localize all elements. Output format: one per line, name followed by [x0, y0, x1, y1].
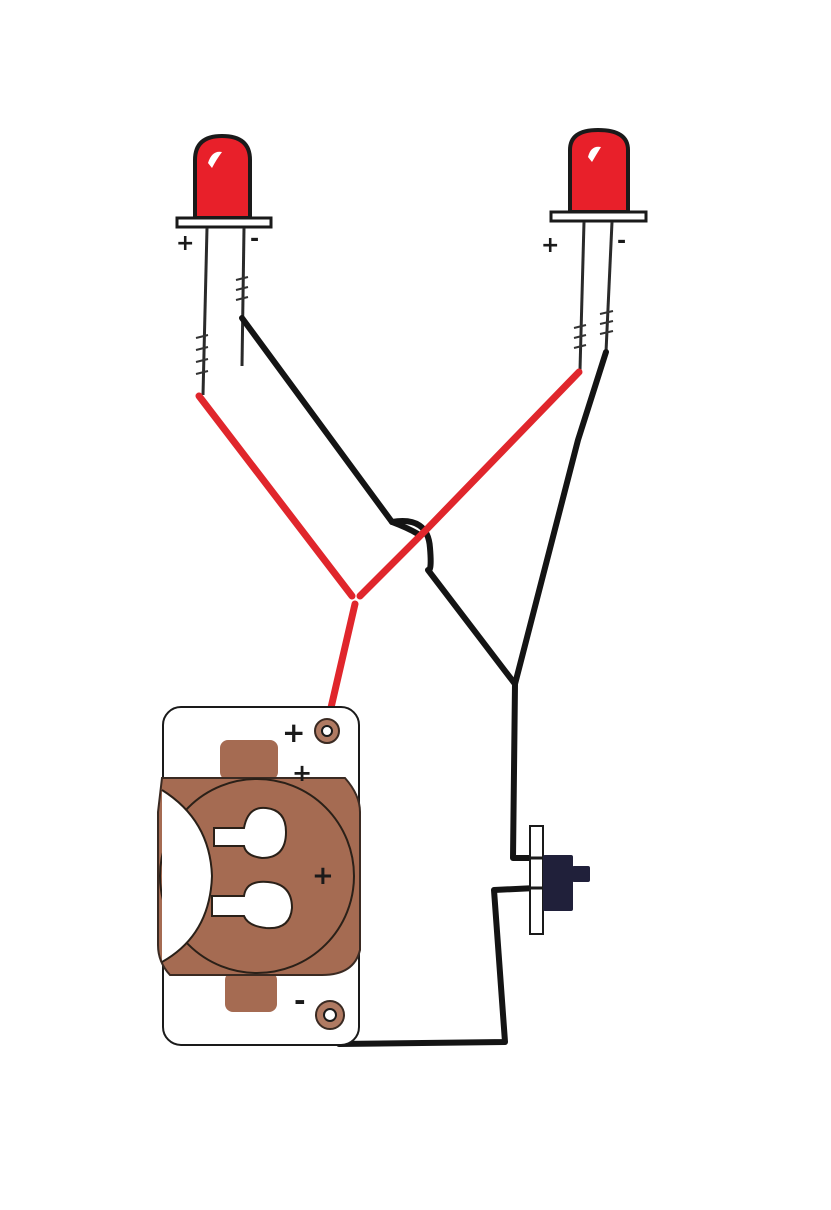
right-led-anode-leg [578, 221, 586, 371]
slide-switch-icon[interactable] [529, 825, 590, 935]
crossover-hop [389, 518, 518, 687]
left-led-plus-label: + [176, 231, 194, 256]
right-led-plus-label: + [541, 233, 559, 258]
coin-cell-cutout [161, 789, 214, 963]
switch-body [543, 855, 573, 911]
left-led-highlight [208, 151, 222, 168]
battery-holder: + + + - [157, 706, 361, 1046]
left-led: + - [175, 133, 273, 396]
left-led-cathode-leg-ticks [235, 276, 249, 301]
switch-frame [529, 825, 544, 935]
battery-plus-top-label: + [292, 759, 312, 787]
right-led-positive-wire [356, 368, 583, 600]
left-led-cathode-leg [240, 227, 246, 367]
left-led-dome [193, 133, 252, 220]
positive-wires [195, 368, 583, 716]
battery-holder-top-tab [220, 740, 278, 780]
right-led-negative-wire [512, 349, 609, 687]
lower-keyhole-slot [211, 880, 294, 930]
right-led-flange [549, 210, 648, 223]
battery-holder-body [157, 777, 361, 976]
left-led-flange [175, 216, 273, 229]
switch-feed-wire [510, 681, 539, 861]
right-led: + - [541, 127, 648, 371]
left-led-anode-leg [201, 227, 209, 396]
battery-plus-center-label: + [312, 861, 334, 891]
negative-wires [239, 315, 609, 1047]
left-led-negative-wire [239, 315, 421, 537]
right-led-cathode-leg-ticks [599, 310, 614, 335]
right-led-minus-label: - [617, 229, 626, 254]
battery-holder-bottom-tab [225, 972, 277, 1012]
left-led-minus-label: - [250, 227, 259, 252]
positive-terminal-hole [321, 725, 333, 737]
right-led-cathode-leg [604, 221, 614, 353]
right-led-dome [568, 127, 630, 214]
switch-return-wire [336, 885, 539, 1047]
battery-minus-terminal-label: - [294, 984, 306, 1017]
upper-keyhole-slot [213, 806, 288, 860]
negative-terminal-hole [323, 1008, 337, 1022]
right-led-highlight [588, 146, 601, 162]
battery-positive-wire [326, 600, 359, 716]
battery-plus-terminal-label: + [282, 716, 305, 749]
coin-cell-outline [159, 778, 355, 974]
switch-actuator[interactable] [572, 866, 590, 882]
left-led-positive-wire [195, 392, 356, 600]
right-led-anode-leg-ticks [573, 324, 587, 349]
left-led-anode-leg-ticks [195, 334, 209, 375]
